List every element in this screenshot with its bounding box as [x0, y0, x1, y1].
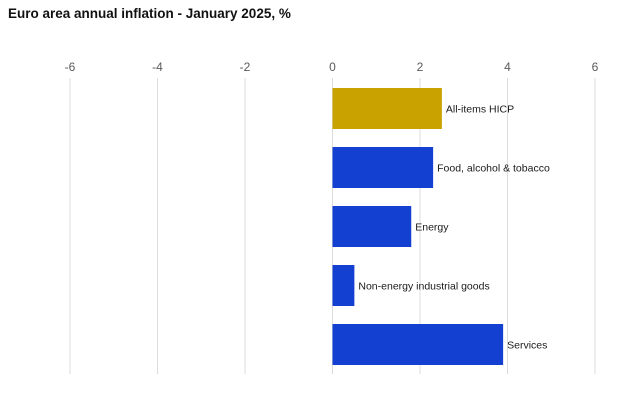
tick-labels: -6 -4 -2 0 2 4 6: [65, 60, 599, 74]
x-tick-label: -6: [65, 60, 76, 74]
bar-category-label: All-items HICP: [446, 104, 514, 116]
bar-category-label: Food, alcohol & tobacco: [437, 163, 550, 175]
bar-labels: All-items HICP Food, alcohol & tobacco Ene…: [358, 104, 550, 352]
chart-title: Euro area annual inflation - January 202…: [8, 6, 291, 21]
x-tick-label: 6: [592, 60, 599, 74]
x-tick-label: 2: [417, 60, 424, 74]
bar: [332, 265, 355, 306]
x-tick-label: -2: [240, 60, 251, 74]
bar-category-label: Non-energy industrial goods: [358, 281, 489, 293]
x-tick-label: 4: [504, 60, 511, 74]
x-tick-label: -4: [152, 60, 163, 74]
bar-category-label: Services: [507, 340, 547, 352]
bar-category-label: Energy: [415, 222, 449, 234]
bars: [332, 88, 504, 365]
bar: [332, 88, 442, 129]
bar: [332, 147, 434, 188]
bar: [332, 324, 504, 365]
bar: [332, 206, 412, 247]
x-tick-label: 0: [329, 60, 336, 74]
